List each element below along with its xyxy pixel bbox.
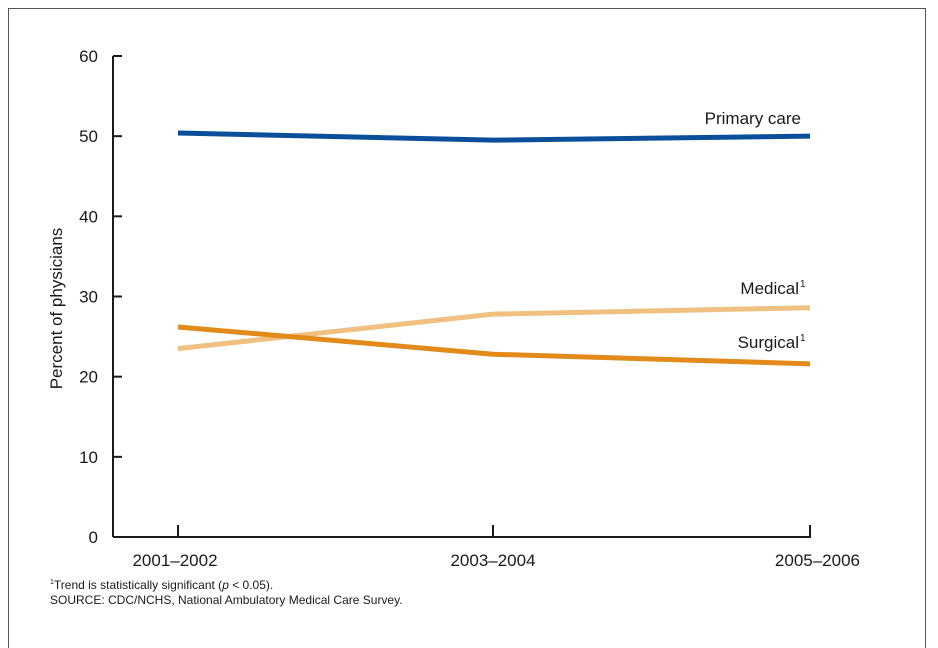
trend-footnote-text-before: Trend is statistically significant ( bbox=[53, 578, 223, 592]
y-tick-label: 20 bbox=[79, 368, 98, 387]
series-label-primary-care: Primary care bbox=[705, 109, 801, 128]
x-tick-label: 2005–2006 bbox=[775, 551, 860, 570]
figure-frame bbox=[8, 8, 926, 648]
y-axis-title: Percent of physicians bbox=[47, 228, 66, 390]
series-line-medical bbox=[177, 305, 811, 352]
x-tick-label: 2003–2004 bbox=[450, 551, 535, 570]
y-tick-label: 0 bbox=[89, 528, 98, 547]
series-line-surgical bbox=[177, 324, 811, 367]
x-tick-label: 2001–2002 bbox=[132, 551, 217, 570]
y-tick-label: 40 bbox=[79, 207, 98, 226]
trend-footnote-marker: 1 bbox=[50, 579, 54, 586]
y-tick-label: 50 bbox=[79, 127, 98, 146]
y-tick-label: 30 bbox=[79, 288, 98, 307]
series-label-surgical: Surgical bbox=[738, 333, 799, 352]
y-tick-label: 10 bbox=[79, 448, 98, 467]
trend-footnote-text-after: < 0.05). bbox=[228, 578, 274, 592]
source-note: SOURCE: CDC/NCHS, National Ambulatory Me… bbox=[50, 593, 403, 607]
trend-footnote-p: p bbox=[222, 578, 229, 592]
series-label-medical: Medical bbox=[740, 279, 799, 298]
y-tick-label: 60 bbox=[79, 47, 98, 66]
series-label-marker: 1 bbox=[800, 333, 806, 344]
series-line-primary-care bbox=[177, 130, 811, 143]
series-label-marker: 1 bbox=[800, 279, 806, 290]
footnotes: 1Trend is statistically significant (p <… bbox=[50, 578, 403, 608]
line-chart: 0 10 20 30 40 50 60 2001–2002 2003–2004 2005–2006… bbox=[47, 47, 860, 570]
trend-footnote: 1Trend is statistically significant (p <… bbox=[50, 578, 403, 593]
